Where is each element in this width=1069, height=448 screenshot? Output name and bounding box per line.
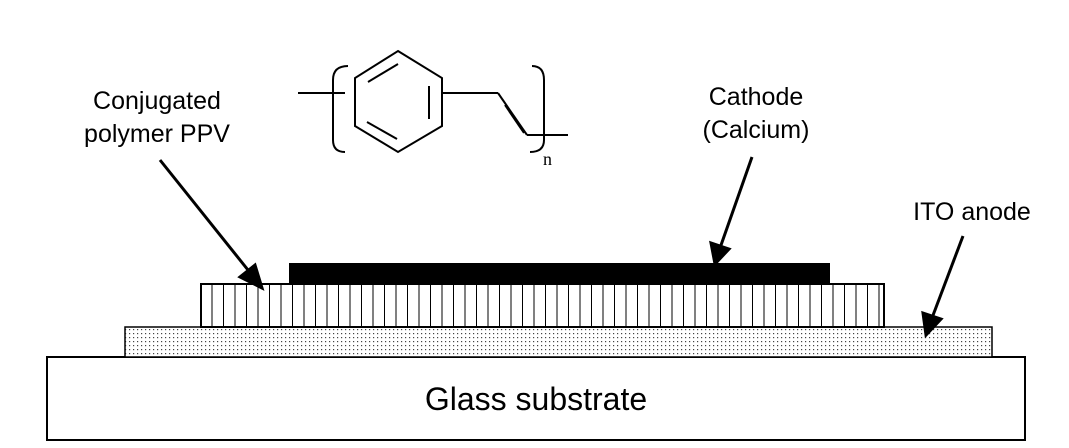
- glass-substrate-label: Glass substrate: [425, 381, 647, 417]
- arrows: [158, 156, 965, 339]
- anode-arrowhead: [921, 310, 944, 339]
- polymer-label-line1: Conjugated: [93, 87, 221, 115]
- right-bracket: [529, 65, 545, 153]
- vinyl-double-bond: [504, 104, 525, 134]
- ring-inner-bond-1: [367, 63, 399, 83]
- ito-anode-layer: [124, 326, 993, 358]
- cathode-label-line2: (Calcium): [703, 116, 810, 144]
- polymer-layer: [200, 283, 885, 328]
- ito-anode-label: ITO anode: [913, 198, 1031, 226]
- vinyl-bond-2: [497, 92, 528, 136]
- polymer-arrowhead: [237, 262, 265, 291]
- polymer-label-line2: polymer PPV: [84, 120, 230, 148]
- ring-inner-bond-3: [366, 121, 398, 140]
- glass-substrate-layer: [46, 356, 1026, 441]
- anode-arrow: [930, 235, 965, 319]
- benzene-ring: [354, 49, 443, 154]
- cathode-label-line1: Cathode: [709, 83, 804, 111]
- left-bracket: [332, 65, 349, 153]
- cathode-arrow: [718, 156, 754, 249]
- repeat-subscript: n: [543, 149, 552, 169]
- cathode-arrowhead: [709, 240, 732, 268]
- polymer-arrow: [158, 159, 254, 276]
- cathode-layer: [289, 263, 830, 283]
- ppv-structure: [298, 49, 568, 154]
